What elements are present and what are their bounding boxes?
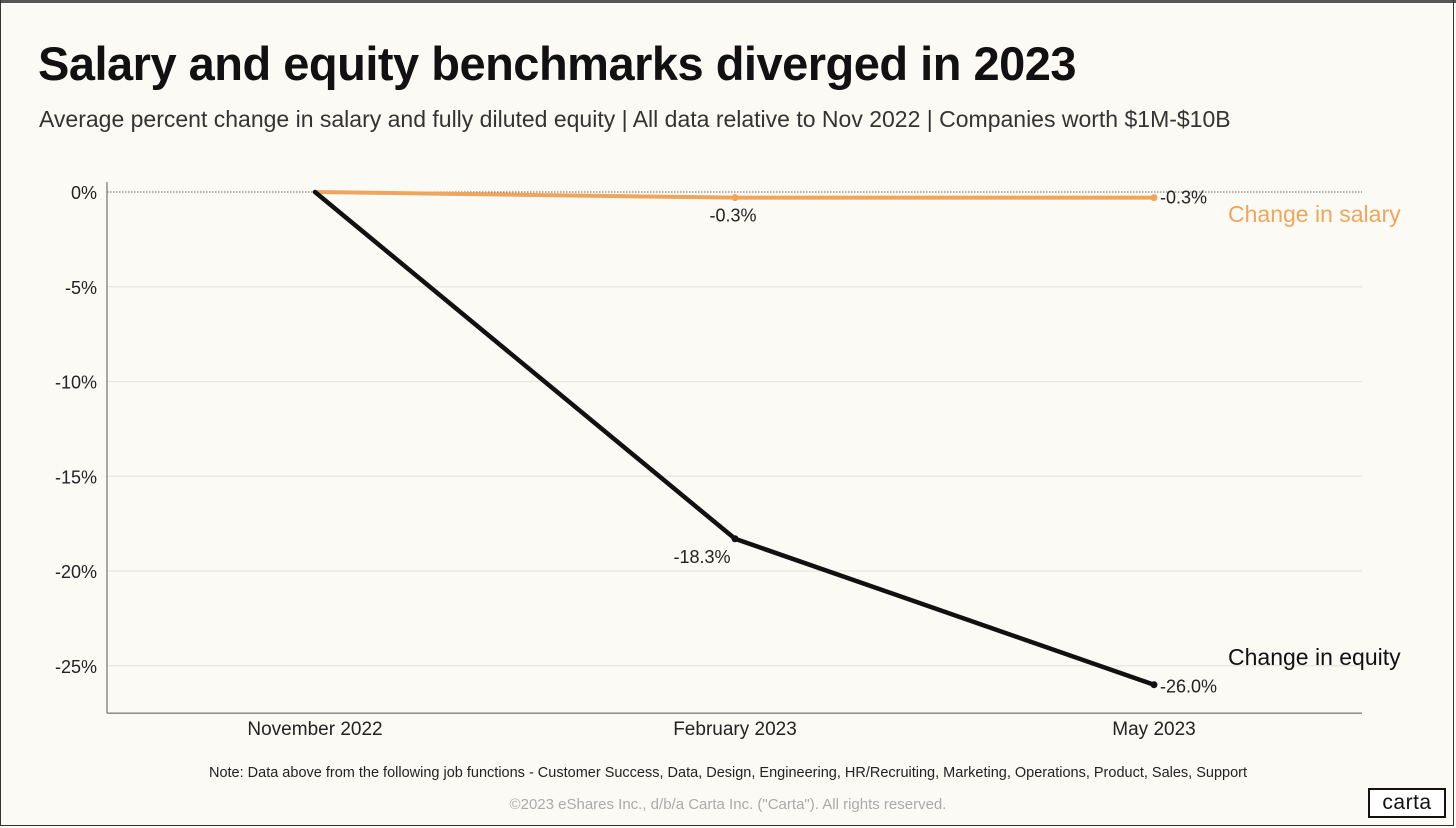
y-tick-label: -5% [65,278,97,298]
chart-title: Salary and equity benchmarks diverged in… [38,37,1077,90]
y-tick-label: -10% [55,373,97,393]
series-line-equity [312,189,1157,687]
data-label: -0.3% [1160,188,1207,208]
data-point [1150,194,1158,202]
series-name-label: Change in salary [1228,201,1401,227]
y-tick-label: 0% [71,183,97,203]
y-tick-label: -25% [55,657,97,677]
data-point [1150,681,1158,689]
chart-note: Note: Data above from the following job … [208,765,1248,781]
x-tick-label: February 2023 [673,719,797,740]
data-label: -0.3% [709,206,756,226]
x-tick-label: May 2023 [1112,719,1195,740]
top-border [0,0,1456,3]
data-point [731,535,739,543]
y-tick-label: -15% [55,467,97,487]
carta-logo: carta [1368,788,1446,818]
y-tick-label: -20% [55,562,97,582]
x-tick-label: November 2022 [247,719,382,740]
copyright: ©2023 eShares Inc., d/b/a Carta Inc. ("C… [509,796,947,813]
data-label: -26.0% [1160,677,1217,697]
series-name-label: Change in equity [1228,644,1401,670]
data-point [731,194,739,202]
chart-subtitle: Average percent change in salary and ful… [39,106,1231,132]
data-label: -18.3% [673,547,730,567]
